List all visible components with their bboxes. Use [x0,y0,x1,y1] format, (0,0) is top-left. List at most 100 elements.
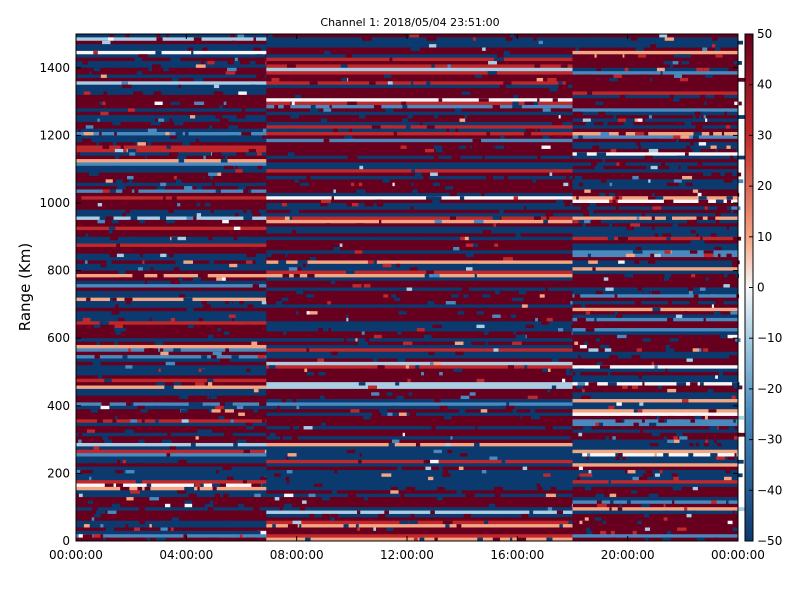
heatmap-cell [400,493,405,498]
heatmap-cell [156,382,165,386]
heatmap-cell [679,436,688,440]
heatmap-cell [139,520,145,525]
heatmap-cell [435,490,442,495]
heatmap-cell [618,236,629,241]
heatmap-band [266,341,573,346]
heatmap-cell [594,317,597,322]
heatmap-cell [481,152,489,157]
heatmap-cell [409,91,417,96]
heatmap-cell [704,442,710,447]
heatmap-cell [189,115,196,119]
heatmap-cell [253,57,263,62]
heatmap-cell [732,510,735,515]
heatmap-band [572,159,739,163]
heatmap-cell [526,307,529,312]
heatmap-cell [225,348,229,353]
heatmap-cell [727,77,734,82]
heatmap-cell [421,372,424,376]
heatmap-cell [197,429,207,434]
heatmap-cell [645,470,653,474]
heatmap-cell [184,500,192,505]
heatmap-cell [220,412,226,417]
heatmap-cell [96,142,99,146]
colorbar-tick-label: 50 [757,27,772,41]
heatmap-band [572,277,739,282]
heatmap-cell [350,409,360,413]
heatmap-cell [431,196,442,201]
heatmap-cell [626,348,637,353]
heatmap-cell [650,77,653,82]
heatmap-band [266,311,573,315]
heatmap-cell [274,473,281,478]
heatmap-cell [516,436,526,440]
heatmap-cell [196,213,202,217]
heatmap-cell [211,152,222,157]
heatmap-cell [184,486,195,491]
heatmap-cell [322,497,330,501]
heatmap-cell [426,270,434,275]
heatmap-cell [412,189,418,194]
heatmap-cell [168,152,179,157]
y-tick-label: 1200 [39,128,70,142]
heatmap-cell [156,37,163,42]
heatmap-cell [182,142,191,146]
heatmap-cell [542,368,549,373]
chart-title: Channel 1: 2018/05/04 23:51:00 [320,16,499,29]
heatmap-cell [134,57,143,62]
heatmap-cell [353,517,360,522]
heatmap-cell [358,368,364,373]
heatmap-cell [577,372,581,376]
heatmap-cell [584,486,592,491]
heatmap-cell [473,243,479,248]
heatmap-cell [341,77,348,82]
heatmap-band [76,436,267,440]
heatmap-cell [460,236,469,241]
heatmap-cell [705,301,713,305]
heatmap-band [266,486,573,491]
heatmap-band [76,530,267,535]
heatmap-band [572,388,739,393]
heatmap-cell [495,311,501,315]
heatmap-band [266,314,573,319]
heatmap-cell [114,324,123,329]
heatmap-cell [147,142,152,146]
heatmap-band [266,138,573,143]
heatmap-cell [567,507,571,511]
heatmap-cell [640,395,648,400]
heatmap-cell [587,453,591,457]
heatmap-cell [588,348,599,353]
heatmap-cell [292,399,297,403]
heatmap-cell [340,115,348,119]
heatmap-band [572,385,739,390]
heatmap-cell [82,138,87,143]
heatmap-cell [675,142,679,146]
heatmap-cell [249,395,258,400]
heatmap-cell [679,507,683,511]
heatmap-cell [229,263,238,268]
heatmap-cell [652,432,661,437]
heatmap-cell [536,483,541,488]
heatmap-cell [675,314,683,319]
heatmap-cell [138,267,143,271]
heatmap-cell [596,361,603,366]
heatmap-cell [114,132,117,136]
heatmap-cell [618,453,622,457]
heatmap-band [76,476,267,481]
heatmap-cell [664,162,671,167]
heatmap-cell [333,128,338,133]
heatmap-cell [376,203,384,207]
heatmap-cell [302,500,307,505]
heatmap-cell [287,128,297,133]
heatmap-band [266,118,573,123]
heatmap-cell [260,476,269,481]
heatmap-cell [451,294,459,299]
heatmap-cell [422,175,430,180]
heatmap-cell [405,486,416,491]
heatmap-band [266,270,573,275]
heatmap-cell [552,98,558,102]
heatmap-cell [183,260,193,265]
heatmap-cell [696,537,705,542]
heatmap-cell [303,314,307,319]
heatmap-cell [706,219,715,224]
heatmap-cell [709,426,718,430]
